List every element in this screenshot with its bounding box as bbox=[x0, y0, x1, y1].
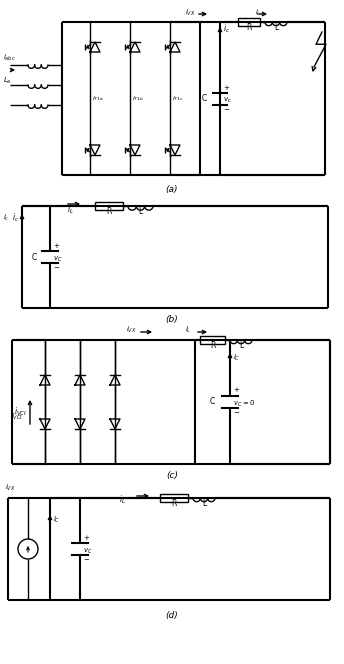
Bar bbox=[238, 18, 260, 26]
Text: −: − bbox=[53, 265, 59, 271]
Text: C: C bbox=[209, 398, 215, 406]
Text: $v_C$: $v_C$ bbox=[83, 546, 93, 556]
Text: −: − bbox=[223, 106, 229, 112]
Text: $i_{T1b}$: $i_{T1b}$ bbox=[132, 94, 144, 103]
Text: $i_L$: $i_L$ bbox=[67, 203, 73, 216]
Bar bbox=[160, 494, 188, 502]
Text: $i_{VX}$: $i_{VX}$ bbox=[126, 325, 137, 335]
Text: $i_L$: $i_L$ bbox=[119, 493, 126, 505]
Text: L: L bbox=[202, 499, 206, 508]
Text: R: R bbox=[106, 207, 112, 216]
Bar bbox=[95, 202, 123, 210]
Text: $L_a$: $L_a$ bbox=[3, 76, 12, 86]
Text: $i_c$: $i_c$ bbox=[12, 211, 19, 224]
Text: +: + bbox=[53, 243, 59, 249]
Text: +: + bbox=[233, 387, 239, 393]
Text: +: + bbox=[223, 84, 229, 90]
Text: R: R bbox=[210, 341, 215, 350]
Text: $i_{T1a}$: $i_{T1a}$ bbox=[92, 94, 104, 103]
Text: $i_{VCI}$: $i_{VCI}$ bbox=[14, 406, 27, 418]
Text: $i_{T1c}$: $i_{T1c}$ bbox=[172, 94, 184, 103]
Text: R: R bbox=[246, 23, 252, 32]
Text: −: − bbox=[83, 557, 89, 563]
Text: $v_c$: $v_c$ bbox=[223, 96, 232, 105]
Text: L: L bbox=[274, 23, 278, 32]
Text: $i_C$: $i_C$ bbox=[233, 353, 240, 363]
Text: $v_C$: $v_C$ bbox=[53, 254, 63, 264]
Text: +: + bbox=[83, 535, 89, 541]
Text: $i_L$: $i_L$ bbox=[185, 325, 191, 335]
Text: C: C bbox=[202, 94, 207, 103]
Text: $i_c$: $i_c$ bbox=[223, 23, 230, 35]
Text: $i_{abc}$: $i_{abc}$ bbox=[3, 53, 16, 63]
Text: (b): (b) bbox=[165, 315, 179, 324]
Text: C: C bbox=[31, 252, 36, 262]
Text: L: L bbox=[239, 341, 243, 350]
Text: −: − bbox=[233, 410, 239, 416]
Text: (c): (c) bbox=[166, 471, 178, 480]
Text: $i_{VX}$: $i_{VX}$ bbox=[5, 483, 16, 493]
Text: $i_c$: $i_c$ bbox=[3, 213, 10, 223]
Text: $v_C{=}0$: $v_C{=}0$ bbox=[233, 399, 255, 409]
Text: (a): (a) bbox=[166, 185, 178, 194]
Bar bbox=[200, 336, 225, 344]
Text: $i_{VCI}$: $i_{VCI}$ bbox=[11, 412, 23, 422]
Text: R: R bbox=[171, 499, 177, 508]
Text: L: L bbox=[138, 207, 143, 216]
Text: $i_L$: $i_L$ bbox=[255, 8, 261, 18]
Text: $i_C$: $i_C$ bbox=[53, 515, 60, 525]
Text: (d): (d) bbox=[165, 611, 179, 620]
Text: $i_{VX}$: $i_{VX}$ bbox=[185, 8, 196, 18]
